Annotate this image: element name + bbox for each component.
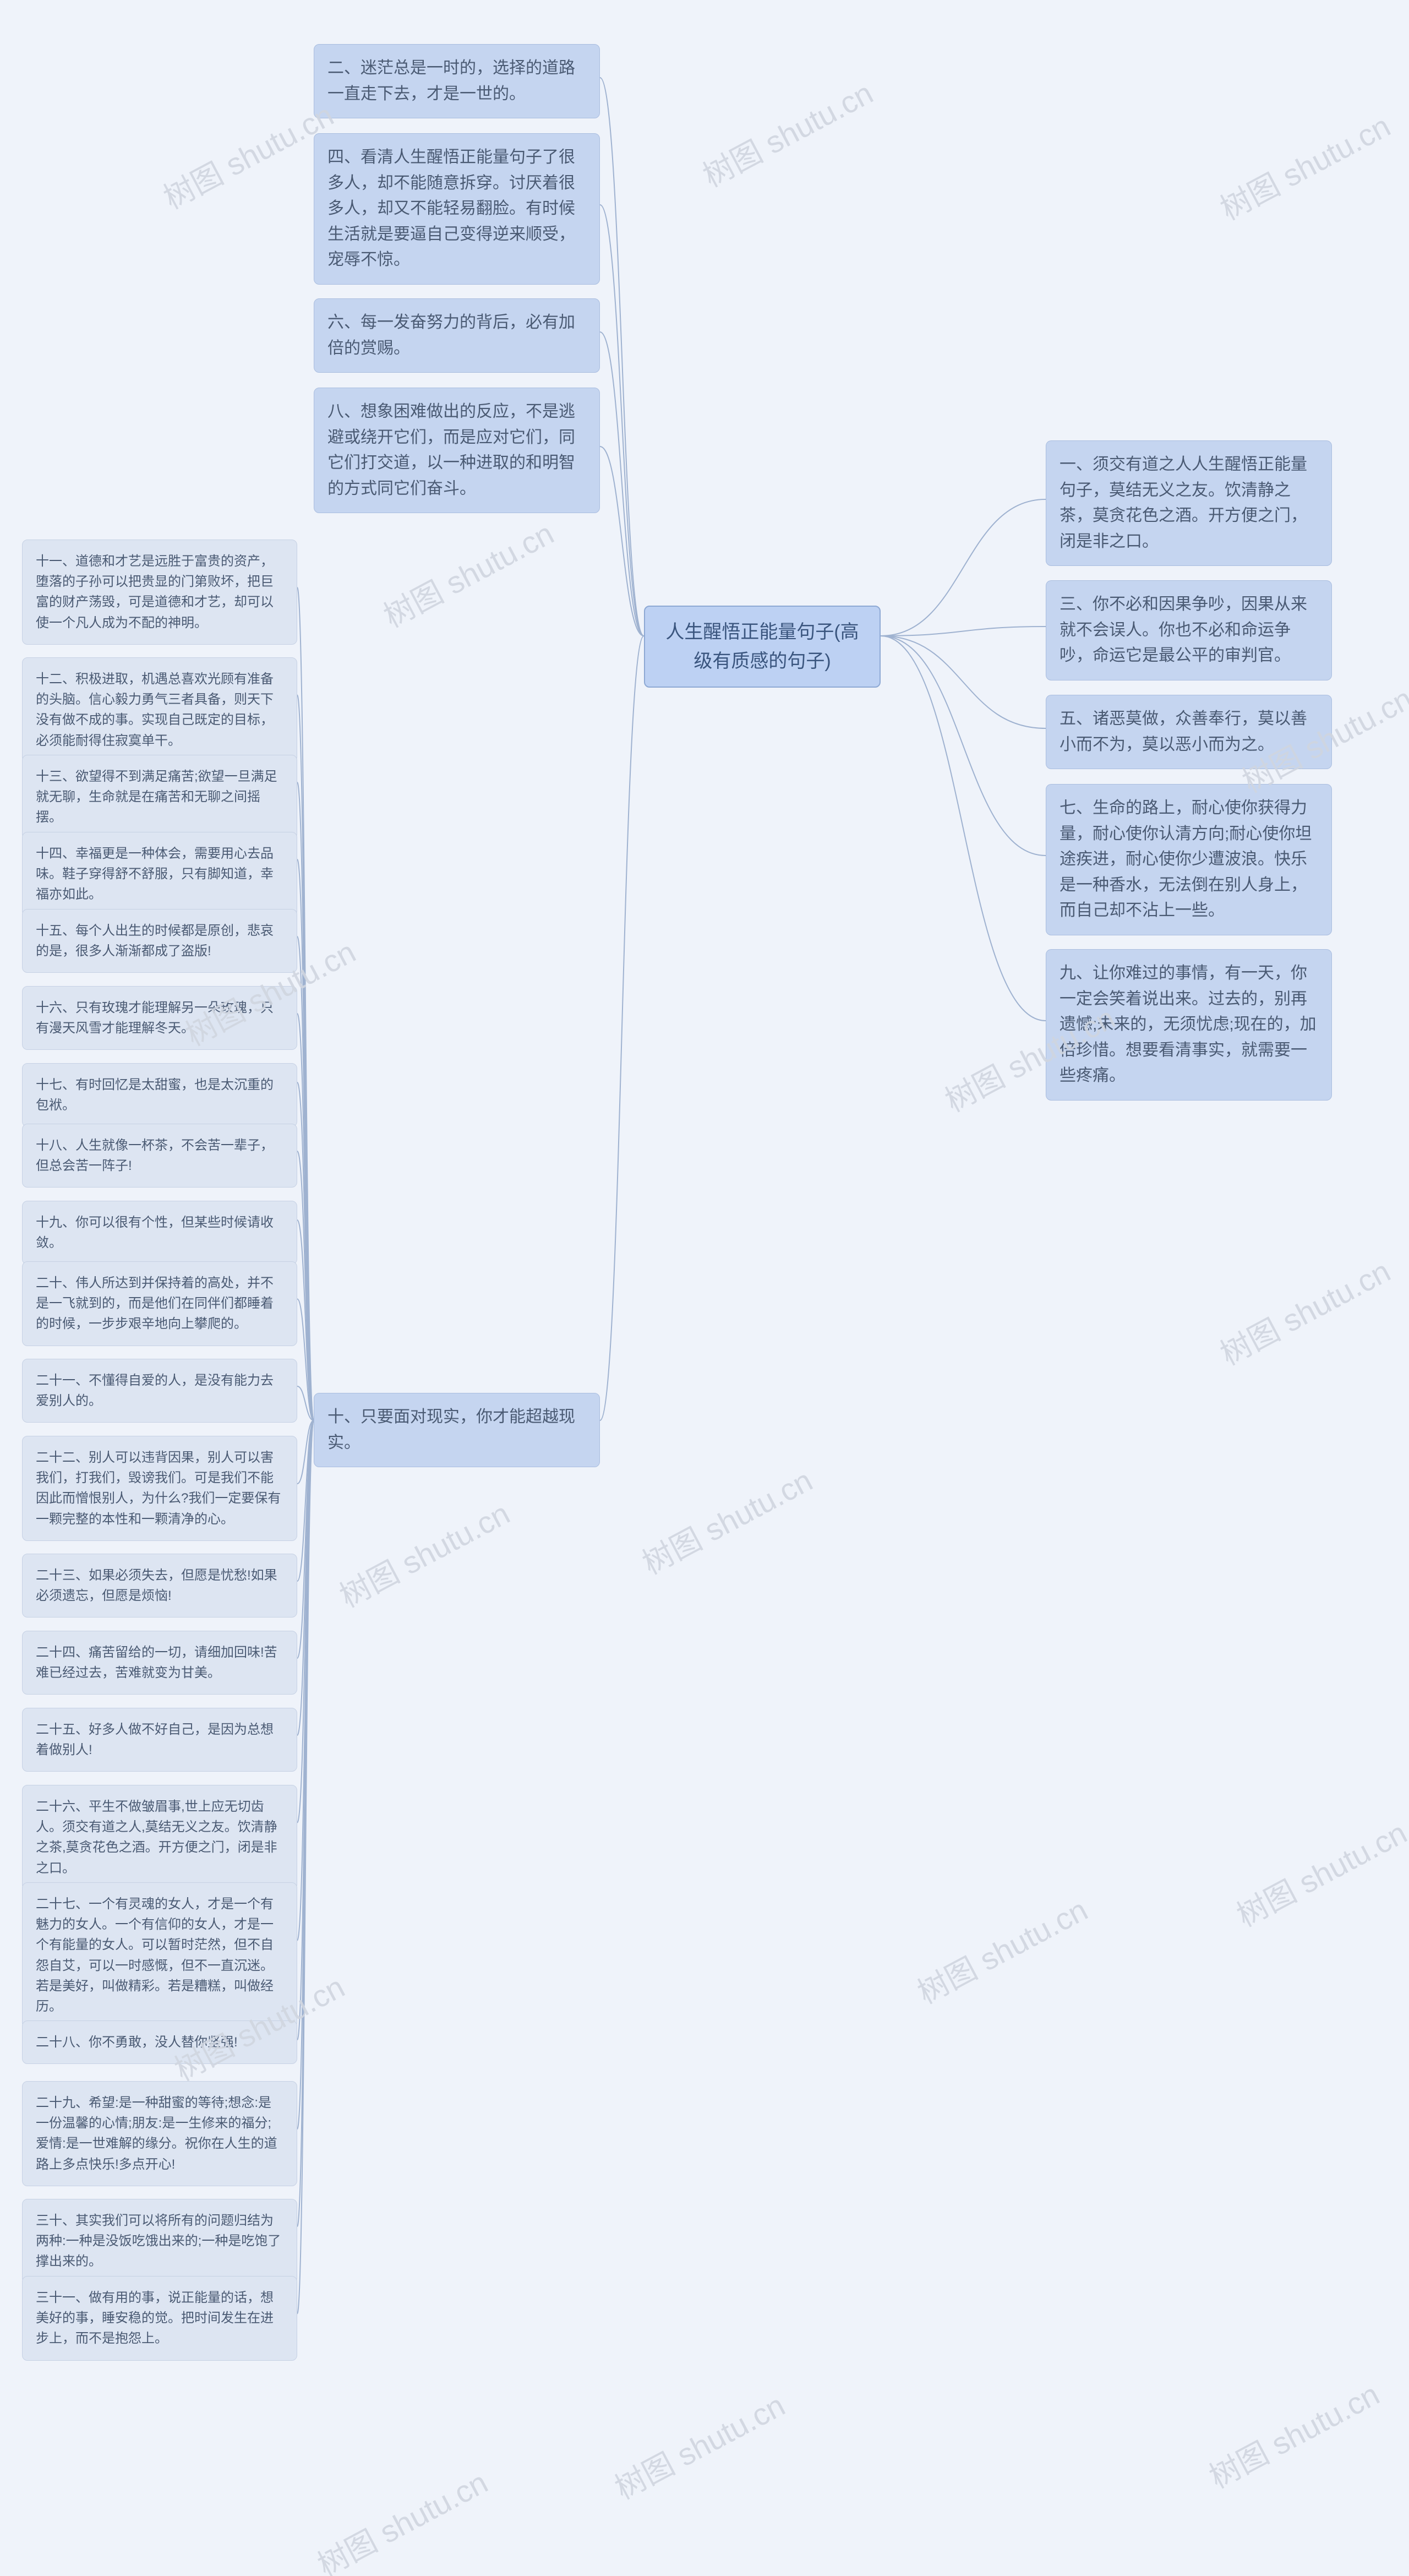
watermark: 树图 shutu.cn xyxy=(1211,1247,1397,1374)
left-node: 二十、伟人所达到并保持着的高处，并不是一飞就到的，而是他们在同伴们都睡着的时候，… xyxy=(22,1261,297,1346)
left-node: 二十六、平生不做皱眉事,世上应无切齿人。须交有道之人,莫结无义之友。饮清静之茶,… xyxy=(22,1785,297,1890)
watermark: 树图 shutu.cn xyxy=(694,69,880,196)
left-node: 二十一、不懂得自爱的人，是没有能力去爱别人的。 xyxy=(22,1359,297,1423)
watermark: 树图 shutu.cn xyxy=(309,2458,495,2576)
right-node: 九、让你难过的事情，有一天，你一定会笑着说出来。过去的，别再遗憾;未来的，无须忧… xyxy=(1046,949,1332,1101)
mid-node: 十、只要面对现实，你才能超越现实。 xyxy=(314,1393,600,1467)
left-node: 三十、其实我们可以将所有的问题归结为两种:一种是没饭吃饿出来的;一种是吃饱了撑出… xyxy=(22,2199,297,2284)
watermark: 树图 shutu.cn xyxy=(909,1886,1095,2013)
left-node: 十八、人生就像一杯茶，不会苦一辈子，但总会苦一阵子! xyxy=(22,1124,297,1188)
watermark: 树图 shutu.cn xyxy=(633,1456,820,1583)
right-node: 五、诸恶莫做，众善奉行，莫以善小而不为，莫以恶小而为之。 xyxy=(1046,695,1332,769)
left-node: 十二、积极进取，机遇总喜欢光顾有准备的头脑。信心毅力勇气三者具备，则天下没有做不… xyxy=(22,657,297,763)
left-node: 二十四、痛苦留给的一切，请细加回味!苦难已经过去，苦难就变为甘美。 xyxy=(22,1631,297,1695)
watermark: 树图 shutu.cn xyxy=(331,1489,517,1616)
left-node: 二十五、好多人做不好自己，是因为总想着做别人! xyxy=(22,1708,297,1772)
mid-node: 八、想象困难做出的反应，不是逃避或绕开它们，而是应对它们，同它们打交道，以一种进… xyxy=(314,388,600,513)
left-node: 二十二、别人可以违背因果，别人可以害我们，打我们，毁谤我们。可是我们不能因此而憎… xyxy=(22,1436,297,1541)
watermark: 树图 shutu.cn xyxy=(1211,102,1397,229)
watermark: 树图 shutu.cn xyxy=(1200,2370,1386,2497)
watermark: 树图 shutu.cn xyxy=(155,91,341,218)
left-node: 十三、欲望得不到满足痛苦;欲望一旦满足就无聊，生命就是在痛苦和无聊之间摇摆。 xyxy=(22,755,297,840)
right-node: 一、须交有道之人人生醒悟正能量句子，莫结无义之友。饮清静之茶，莫贪花色之酒。开方… xyxy=(1046,440,1332,566)
left-node: 十四、幸福更是一种体会，需要用心去品味。鞋子穿得舒不舒服，只有脚知道，幸福亦如此… xyxy=(22,832,297,917)
left-node: 二十七、一个有灵魂的女人，才是一个有魅力的女人。一个有信仰的女人，才是一个有能量… xyxy=(22,1882,297,2028)
left-node: 二十九、希望:是一种甜蜜的等待;想念:是一份温馨的心情;朋友:是一生修来的福分;… xyxy=(22,2081,297,2186)
left-node: 十九、你可以很有个性，但某些时候请收敛。 xyxy=(22,1201,297,1265)
left-node: 十五、每个人出生的时候都是原创，悲哀的是，很多人渐渐都成了盗版! xyxy=(22,909,297,973)
watermark: 树图 shutu.cn xyxy=(375,509,561,636)
mid-node: 四、看清人生醒悟正能量句子了很多人，却不能随意拆穿。讨厌着很多人，却又不能轻易翻… xyxy=(314,133,600,285)
left-node: 二十三、如果必须失去，但愿是忧愁!如果必须遗忘，但愿是烦恼! xyxy=(22,1554,297,1618)
mindmap-root: 人生醒悟正能量句子(高级有质感的句子) xyxy=(644,606,881,688)
mid-node: 二、迷茫总是一时的，选择的道路一直走下去，才是一世的。 xyxy=(314,44,600,118)
watermark: 树图 shutu.cn xyxy=(606,2381,792,2508)
left-node: 十一、道德和才艺是远胜于富贵的资产，堕落的子孙可以把贵显的门第败坏，把巨富的财产… xyxy=(22,540,297,645)
left-node: 十七、有时回忆是太甜蜜，也是太沉重的包袱。 xyxy=(22,1063,297,1127)
mid-node: 六、每一发奋努力的背后，必有加倍的赏赐。 xyxy=(314,298,600,373)
right-node: 七、生命的路上，耐心使你获得力量，耐心使你认清方向;耐心使你坦途疾进，耐心使你少… xyxy=(1046,784,1332,935)
left-node: 二十八、你不勇敢，没人替你坚强! xyxy=(22,2021,297,2064)
left-node: 三十一、做有用的事，说正能量的话，想美好的事，睡安稳的觉。把时间发生在进步上，而… xyxy=(22,2276,297,2361)
right-node: 三、你不必和因果争吵，因果从来就不会误人。你也不必和命运争吵，命运它是最公平的审… xyxy=(1046,580,1332,680)
watermark: 树图 shutu.cn xyxy=(1228,1809,1409,1936)
left-node: 十六、只有玫瑰才能理解另一朵玫瑰，只有漫天风雪才能理解冬天。 xyxy=(22,986,297,1050)
root-text: 人生醒悟正能量句子(高级有质感的句子) xyxy=(665,622,859,672)
